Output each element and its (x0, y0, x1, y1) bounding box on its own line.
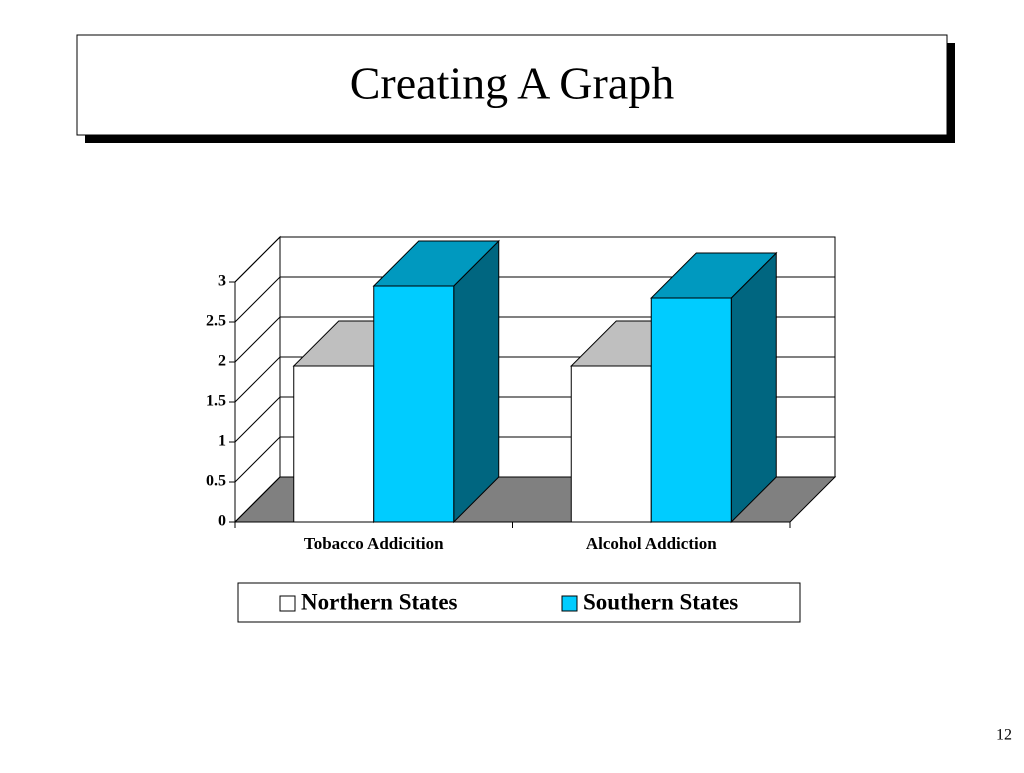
grid-line (234, 396, 281, 443)
legend-swatch (561, 595, 578, 612)
legend-box (237, 582, 801, 623)
grid-line (234, 276, 281, 323)
y-tick-label: 2.5 (206, 313, 226, 330)
y-tick-label: 3 (218, 273, 226, 290)
grid-line (234, 476, 281, 523)
slide-title: Creating A Graph (350, 58, 675, 109)
bar (293, 365, 375, 523)
grid-line (234, 356, 281, 403)
title-box (76, 34, 948, 136)
bar-side (730, 251, 777, 524)
legend-label: Southern States (583, 589, 738, 614)
y-tick-label: 0.5 (206, 473, 226, 490)
x-tick-label: Alcohol Addiction (586, 534, 717, 553)
y-tick-label: 1.5 (206, 393, 226, 410)
y-tick-label: 1 (218, 433, 226, 450)
bar (650, 297, 732, 523)
grid-line (234, 436, 281, 483)
bar (570, 365, 652, 523)
x-tick-label: Tobacco Addicition (304, 534, 444, 553)
y-tick-label: 2 (218, 353, 226, 370)
legend-swatch (279, 595, 296, 612)
page-number: 12 (996, 727, 1012, 744)
bar-side (453, 239, 500, 524)
y-tick-label: 0 (218, 513, 226, 530)
legend-label: Northern States (301, 589, 458, 614)
grid-line (234, 316, 281, 363)
bar (373, 285, 455, 523)
grid-line (234, 236, 281, 283)
